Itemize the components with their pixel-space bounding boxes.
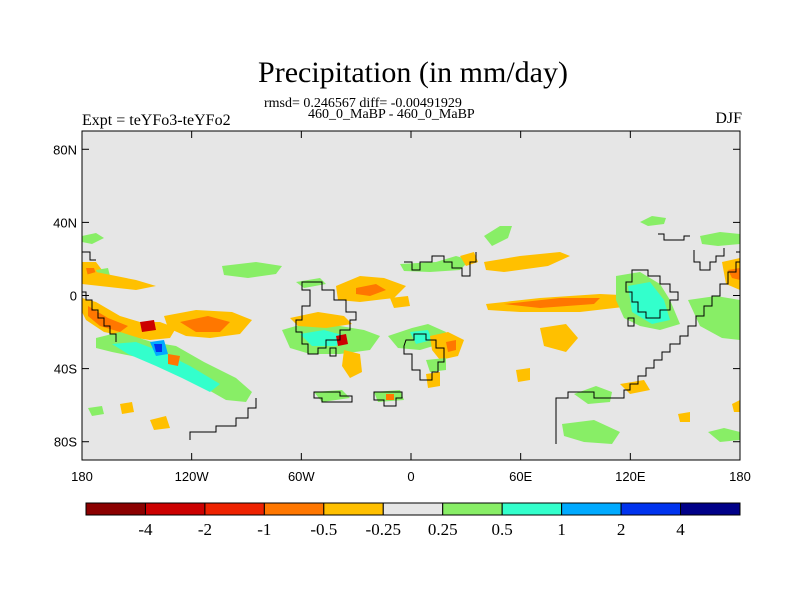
anomaly-patch bbox=[390, 296, 410, 308]
lon-tick-label: 0 bbox=[407, 469, 414, 484]
anomaly-patch bbox=[446, 340, 456, 352]
anomaly-patch bbox=[336, 334, 348, 346]
anomaly-patch bbox=[300, 330, 346, 346]
lon-tick-label: 60E bbox=[509, 469, 532, 484]
anomaly-patch bbox=[640, 216, 666, 226]
anomaly-patch bbox=[296, 278, 326, 288]
latitude-axis: 80N 40N 0 40S 80S bbox=[53, 142, 740, 450]
lat-tick-label: 80S bbox=[54, 435, 77, 450]
anomaly-patch bbox=[120, 402, 134, 414]
coastline bbox=[404, 252, 477, 277]
coastline bbox=[373, 391, 403, 407]
anomaly-patch bbox=[222, 262, 282, 278]
anomaly-patch bbox=[180, 316, 230, 332]
colorbar-swatch bbox=[85, 502, 146, 516]
lon-tick-label: 180 bbox=[71, 469, 93, 484]
anomaly-patch bbox=[88, 406, 104, 416]
anomaly-patch bbox=[484, 252, 570, 272]
anomaly-patch bbox=[168, 354, 180, 366]
colorbar-swatch bbox=[561, 502, 622, 516]
experiment-label: Expt = teYFo3-teYFo2 bbox=[82, 112, 231, 129]
lat-tick-label: 80N bbox=[53, 142, 77, 157]
coastline bbox=[627, 317, 635, 327]
anomaly-patch bbox=[574, 386, 612, 404]
lon-tick-label: 120E bbox=[615, 469, 646, 484]
colorbar-swatch bbox=[442, 502, 503, 516]
colorbar-swatch bbox=[501, 502, 563, 516]
coastline bbox=[189, 398, 257, 440]
period-label: 460_0_MaBP - 460_0_MaBP bbox=[308, 107, 475, 122]
lat-tick-label: 40S bbox=[54, 362, 77, 377]
lon-tick-label: 180 bbox=[729, 469, 751, 484]
lat-tick-label: 0 bbox=[70, 289, 77, 304]
colorbar-label: -0.5 bbox=[310, 520, 337, 539]
coastline bbox=[295, 281, 357, 355]
coastline bbox=[82, 251, 96, 261]
coastline bbox=[403, 333, 445, 381]
colorbar-swatch bbox=[323, 502, 384, 516]
anomaly-patch bbox=[728, 268, 740, 280]
colorbar-label: 0.25 bbox=[428, 520, 458, 539]
longitude-axis: 180 120W 60W 0 60E 120E 180 bbox=[71, 131, 751, 484]
colorbar-swatch bbox=[382, 502, 444, 516]
coastline bbox=[329, 347, 337, 357]
colorbar-label: 4 bbox=[676, 520, 685, 539]
coastline bbox=[313, 391, 353, 403]
colorbar-swatch bbox=[204, 502, 265, 516]
anomaly-patch bbox=[516, 368, 530, 382]
anomaly-patch bbox=[484, 226, 512, 246]
coastline bbox=[693, 248, 725, 271]
anomaly-patch bbox=[426, 372, 440, 388]
anomaly-patch bbox=[290, 312, 352, 328]
anomaly-patch bbox=[504, 298, 600, 308]
colorbar-label: 2 bbox=[617, 520, 626, 539]
colorbar-label: 0.5 bbox=[492, 520, 513, 539]
colorbar-swatch bbox=[680, 502, 741, 516]
colorbar-label: 1 bbox=[557, 520, 566, 539]
lat-tick-label: 40N bbox=[53, 215, 77, 230]
anomaly-patch bbox=[708, 428, 740, 442]
coastline bbox=[82, 291, 117, 342]
colorbar-swatch bbox=[144, 502, 206, 516]
plot-title: Precipitation (in mm/day) bbox=[258, 56, 568, 89]
colorbar-label: -0.25 bbox=[366, 520, 401, 539]
colorbar-label: -2 bbox=[198, 520, 212, 539]
anomaly-patch bbox=[154, 344, 162, 352]
colorbar-label: -1 bbox=[257, 520, 271, 539]
anomaly-patch bbox=[678, 412, 690, 422]
anomaly-patch bbox=[356, 284, 386, 296]
coastline bbox=[555, 261, 740, 444]
lon-tick-label: 60W bbox=[288, 469, 315, 484]
anomaly-patch bbox=[562, 420, 620, 444]
continent-outlines bbox=[82, 233, 740, 444]
anomaly-patch bbox=[688, 296, 740, 340]
anomaly-patch bbox=[314, 390, 350, 402]
coastline bbox=[625, 269, 679, 319]
lon-tick-label: 120W bbox=[175, 469, 210, 484]
colorbar-swatch bbox=[263, 502, 325, 516]
colorbar: -4 -2 -1 -0.5 -0.25 0.25 0.5 1 2 4 bbox=[85, 502, 741, 539]
anomaly-patch bbox=[700, 232, 740, 246]
colorbar-swatch bbox=[620, 502, 682, 516]
coastline bbox=[658, 233, 690, 241]
anomaly-patch bbox=[540, 324, 578, 352]
anomaly-patch bbox=[140, 320, 156, 332]
colorbar-label: -4 bbox=[138, 520, 153, 539]
anomaly-patch bbox=[342, 350, 362, 378]
season-label: DJF bbox=[715, 110, 742, 127]
anomaly-patch bbox=[82, 272, 156, 290]
anomaly-patch bbox=[82, 233, 104, 244]
anomaly-patch bbox=[112, 342, 220, 392]
anomaly-patch bbox=[386, 394, 394, 400]
anomaly-patch bbox=[150, 416, 170, 430]
rmsd-diff-label: rmsd= 0.246567 diff= -0.00491929 bbox=[264, 96, 462, 111]
anomaly-patch bbox=[732, 400, 740, 412]
